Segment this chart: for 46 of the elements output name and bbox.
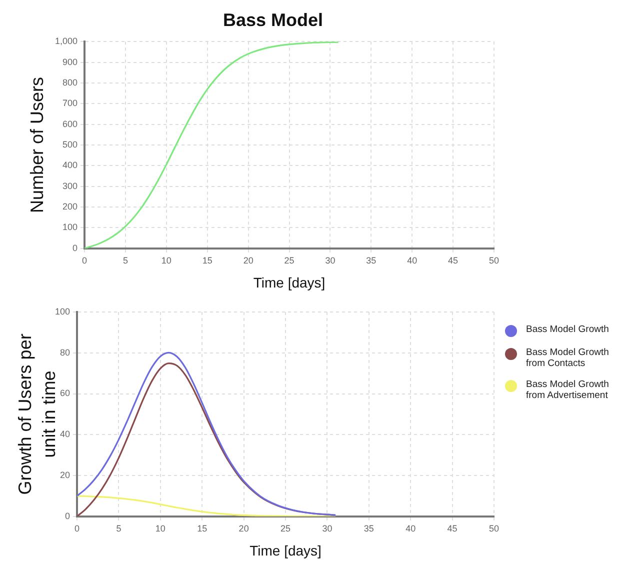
y-axis-title: Growth of Users per unit in time [14,334,59,495]
y-tick-label: 600 [62,118,78,129]
x-tick-label: 10 [155,523,166,534]
y-tick-label: 800 [62,77,78,88]
y-tick-label: 1,000 [54,36,78,46]
x-tick-label: 45 [447,523,458,534]
y-tick-label: 500 [62,139,78,150]
y-tick-label: 400 [62,160,78,170]
y-tick-label: 0 [65,510,70,521]
x-tick-label: 5 [116,523,122,534]
x-tick-label: 20 [243,255,254,266]
x-tick-label: 45 [448,255,458,266]
y-tick-label: 700 [62,98,78,108]
x-tick-label: 5 [122,255,128,266]
x-tick-label: 10 [161,255,172,266]
x-tick-label: 15 [202,255,212,266]
x-tick-label: 40 [407,255,418,266]
y-tick-label: 100 [54,306,70,316]
x-tick-label: 30 [322,523,332,534]
x-tick-label: 50 [488,523,500,534]
legend-label: Bass Model Growth from Contacts [526,347,610,369]
y-tick-label: 60 [60,388,70,398]
y-tick-label: 40 [60,429,70,440]
legend-label: Bass Model Growth [526,324,609,335]
x-tick-label: 15 [197,523,208,534]
x-tick-label: 40 [406,523,416,534]
x-tick-label: 25 [284,255,294,266]
y-tick-label: 20 [60,470,70,480]
x-axis-title: Time [days] [250,542,322,558]
x-axis-title: Time [days] [253,274,326,290]
chart-title: Bass Model [222,10,324,30]
x-tick-label: 35 [364,523,374,534]
y-tick-label: 0 [72,242,78,253]
x-tick-label: 20 [238,523,249,534]
y-axis-title: Number of Users [26,76,47,214]
y-tick-label: 80 [60,347,70,358]
x-tick-label: 0 [82,255,88,266]
y-tick-label: 900 [62,56,78,67]
y-tick-label: 300 [62,180,78,191]
legend-label: Bass Model Growth from Advertisement [526,379,610,401]
x-tick-label: 50 [488,255,500,266]
x-tick-label: 30 [325,255,336,266]
x-tick-label: 25 [280,523,291,534]
x-tick-label: 35 [366,255,376,266]
y-tick-label: 100 [62,222,78,232]
y-tick-label: 200 [62,202,78,212]
